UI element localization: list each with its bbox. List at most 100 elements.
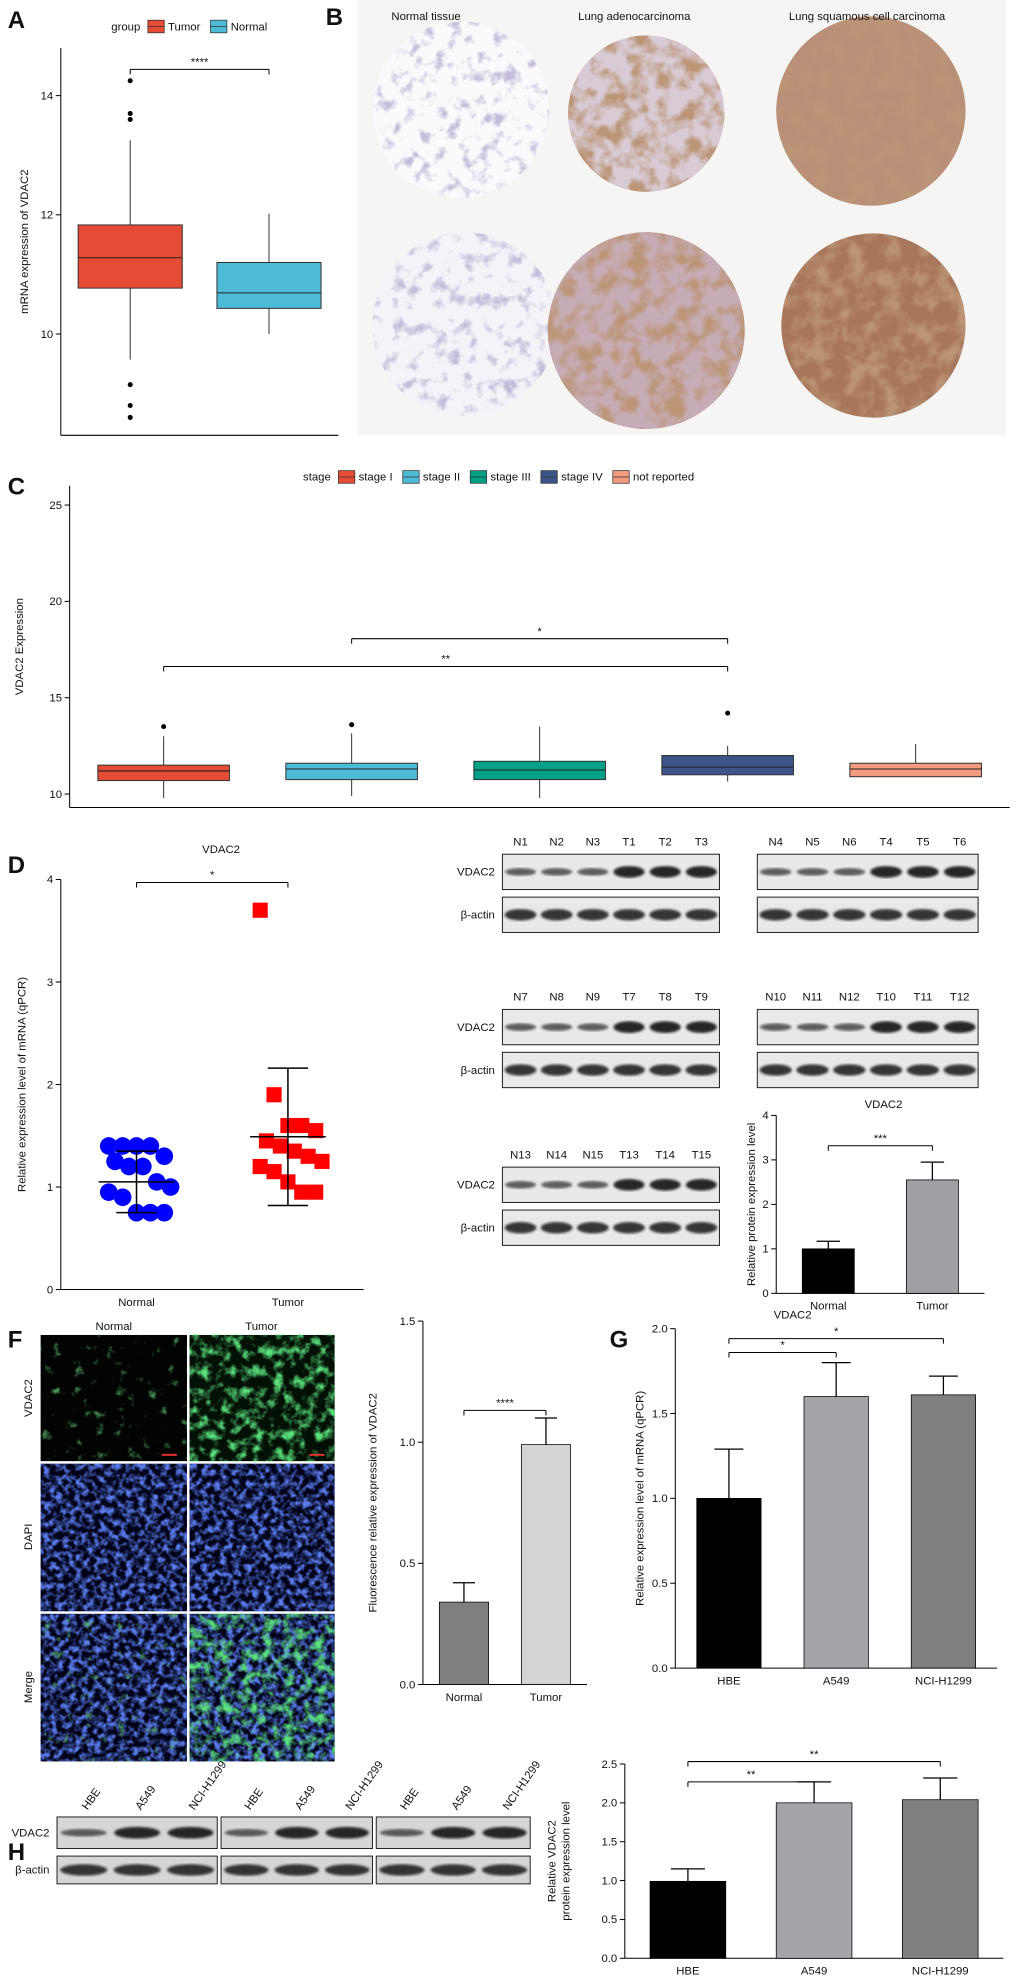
y-tick-label: 3 [47, 977, 53, 989]
x-tick-label: HBE [717, 1675, 741, 1687]
band [113, 1864, 161, 1876]
bar [649, 1880, 727, 1959]
y-axis-label: protein expression level [560, 1802, 572, 1921]
legend-label: not reported [633, 472, 694, 484]
band [325, 1826, 369, 1839]
band [649, 1222, 682, 1234]
band [906, 1064, 940, 1076]
band [540, 1064, 573, 1076]
data-point [99, 1137, 118, 1155]
lane-label: T14 [655, 1149, 675, 1161]
lane-label: T1 [622, 836, 635, 848]
band [685, 866, 717, 878]
legend-label: stage IV [561, 472, 603, 484]
y-tick-label: 3 [762, 1155, 768, 1167]
lane-label: T4 [879, 836, 892, 848]
band [60, 1864, 108, 1876]
outlier [127, 402, 133, 409]
band [576, 909, 609, 921]
y-tick-label: 1.5 [652, 1408, 668, 1420]
band [759, 909, 792, 921]
lane-label: T7 [622, 992, 635, 1004]
panel-letter: G [610, 1327, 629, 1354]
panel-letter: A [8, 7, 25, 34]
lane-label: HBE [398, 1786, 421, 1812]
band [685, 1021, 717, 1033]
data-point [155, 1147, 174, 1166]
blot [501, 1209, 720, 1246]
y-tick-label: 0.0 [400, 1679, 416, 1691]
lane-label: N10 [765, 992, 786, 1004]
image-title: Lung squamous cell carcinoma [789, 11, 946, 23]
panel-letter: D [8, 852, 25, 879]
band [870, 1021, 902, 1033]
lane-label: N15 [582, 1149, 603, 1161]
bar [910, 1394, 976, 1669]
data-point [252, 902, 268, 918]
y-axis-label: Fluorescence relative expression of VDAC… [367, 1393, 379, 1612]
y-tick-label: 1.0 [400, 1437, 416, 1449]
x-tick-label: Normal [118, 1297, 155, 1309]
y-tick-label: 20 [49, 596, 62, 608]
row-label: β-actin [461, 910, 495, 922]
data-point [133, 1157, 152, 1176]
band [869, 1064, 903, 1076]
lane-label: N13 [510, 1149, 531, 1161]
bar [902, 1799, 979, 1959]
band [943, 909, 976, 921]
y-tick-label: 2 [762, 1199, 768, 1211]
band [431, 1826, 476, 1839]
y-axis-label: Relative protein expression level [746, 1123, 758, 1286]
band [541, 868, 573, 876]
lane-label: T10 [876, 992, 896, 1004]
band [504, 1222, 537, 1234]
lane-label: NCI-H1299 [187, 1759, 229, 1812]
significance-label: ** [441, 654, 450, 666]
band [540, 1222, 573, 1234]
y-tick-label: 2.0 [652, 1323, 668, 1335]
y-tick-label: 0.5 [601, 1914, 617, 1926]
data-point [266, 1164, 282, 1180]
band [60, 1828, 107, 1837]
panel-letter: H [8, 1839, 25, 1866]
band [430, 1864, 476, 1876]
band [481, 1864, 528, 1876]
y-axis-label: Relative expression level of mRNA (qPCR) [635, 1391, 647, 1606]
x-tick-label: A549 [823, 1675, 850, 1687]
fluorescence-image [40, 1334, 335, 1762]
significance-label: ** [810, 1749, 819, 1761]
data-point [308, 1184, 324, 1200]
data-point [300, 1148, 316, 1164]
band [541, 1181, 573, 1189]
y-tick-label: 1.0 [652, 1493, 668, 1505]
chart-title: VDAC2 [202, 844, 240, 856]
band [685, 909, 718, 921]
band [167, 1826, 214, 1839]
data-point [314, 1153, 330, 1169]
band [504, 1181, 537, 1189]
box [285, 762, 418, 781]
band [275, 1826, 319, 1839]
lane-label: T11 [914, 992, 933, 1004]
row-label: VDAC2 [457, 1022, 495, 1034]
lane-label: N14 [546, 1149, 567, 1161]
lane-label: A549 [134, 1784, 159, 1813]
box [849, 762, 982, 778]
y-axis-label: Relative expression level of mRNA (qPCR) [16, 977, 28, 1192]
lane-label: T3 [695, 836, 708, 848]
y-axis-label: VDAC2 Expression [14, 598, 26, 695]
y-tick-label: 1.5 [400, 1316, 416, 1328]
y-axis-label: mRNA expression of VDAC2 [19, 169, 31, 313]
blot [501, 1166, 720, 1203]
image-title: Lung adenocarcinoma [578, 11, 691, 23]
band [541, 1023, 573, 1031]
lane-label: T9 [695, 992, 708, 1004]
lane-label: HBE [243, 1786, 266, 1812]
x-tick-label: NCI-H1299 [912, 1966, 969, 1978]
legend-label: stage II [423, 472, 460, 484]
lane-label: T8 [659, 992, 672, 1004]
band [796, 1064, 829, 1076]
data-point [272, 1138, 288, 1154]
row-label: β-actin [461, 1065, 495, 1077]
data-point [286, 1143, 302, 1159]
